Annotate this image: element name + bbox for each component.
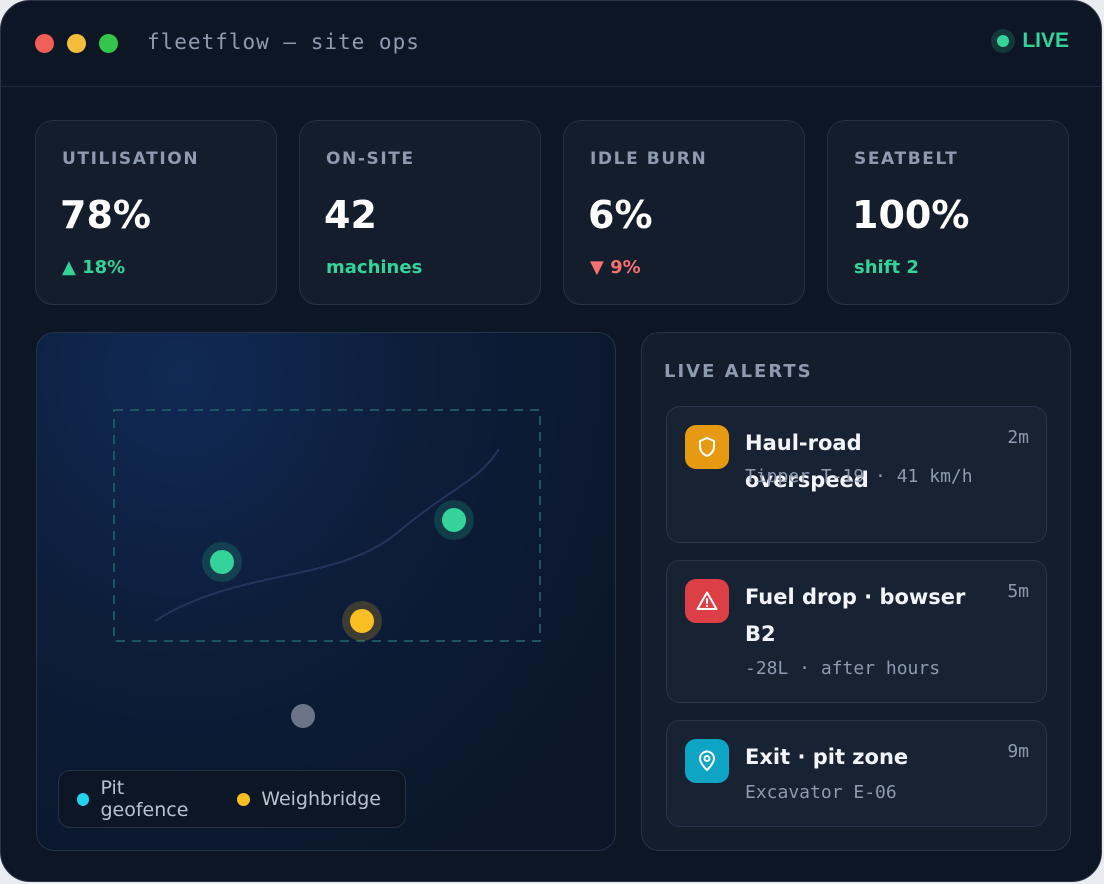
location-pin-icon — [685, 739, 729, 783]
title-bar: fleetflow — site ops LIVE — [1, 1, 1101, 87]
alert-meta: Tipper T-19 · 41 km/h — [745, 466, 973, 487]
alert-title: Fuel drop · bowser B2 — [745, 585, 966, 646]
kpi-label: ON-SITE — [326, 149, 415, 169]
legend-item-weighbridge[interactable]: Weighbridge — [237, 788, 381, 810]
pit-geofence-boundary — [113, 409, 541, 642]
alert-meta: Excavator E-06 — [745, 782, 897, 803]
legend-label: Weighbridge — [261, 788, 381, 810]
kpi-card-on-site[interactable]: ON-SITE 42 machines — [299, 120, 541, 305]
kpi-label: SEATBELT — [854, 149, 959, 169]
live-status-label: LIVE — [1022, 29, 1069, 52]
map-legend: Pit geofence Weighbridge — [58, 770, 406, 828]
site-map[interactable]: Pit geofence Weighbridge — [36, 332, 616, 851]
live-status: LIVE — [997, 29, 1069, 53]
alert-item-pit-exit[interactable]: Exit · pit zone Excavator E-06 9m — [666, 720, 1047, 827]
kpi-subtext: shift 2 — [854, 257, 919, 278]
machine-marker-active-core[interactable] — [442, 508, 466, 532]
kpi-label: UTILISATION — [62, 149, 200, 169]
alert-time: 2m — [1007, 427, 1029, 448]
kpi-label: IDLE BURN — [590, 149, 708, 169]
kpi-card-utilisation[interactable]: UTILISATION 78% ▲ 18% — [35, 120, 277, 305]
alert-item-overspeed[interactable]: Haul-road overspeed Tipper T-19 · 41 km/… — [666, 406, 1047, 543]
kpi-card-idle-burn[interactable]: IDLE BURN 6% ▼ 9% — [563, 120, 805, 305]
minimize-window-button[interactable] — [67, 34, 86, 53]
kpi-trend: ▲ 18% — [62, 257, 126, 278]
kpi-value: 78% — [60, 193, 151, 237]
alert-time: 9m — [1007, 741, 1029, 762]
legend-item-pit-geofence[interactable]: Pit geofence — [77, 777, 213, 821]
warning-icon — [685, 579, 729, 623]
legend-dot-icon — [237, 792, 251, 806]
alert-title: Haul-road overspeed — [745, 431, 869, 492]
alert-meta: -28L · after hours — [745, 658, 941, 679]
maximize-window-button[interactable] — [99, 34, 118, 53]
kpi-subtext: machines — [326, 257, 423, 278]
kpi-trend: ▼ 9% — [590, 257, 641, 278]
live-alerts-panel: LIVE ALERTS Haul-road overspeed Tipper T… — [641, 332, 1071, 851]
alert-title: Exit · pit zone — [745, 745, 909, 769]
legend-dot-icon — [77, 792, 90, 806]
kpi-value: 6% — [588, 193, 653, 237]
kpi-value: 100% — [852, 193, 970, 237]
legend-label: Pit geofence — [100, 777, 189, 821]
machine-marker-active-core[interactable] — [210, 550, 234, 574]
machine-marker-offline[interactable] — [291, 704, 315, 728]
shield-icon — [685, 425, 729, 469]
close-window-button[interactable] — [35, 34, 54, 53]
alert-time: 5m — [1007, 581, 1029, 602]
alerts-panel-title: LIVE ALERTS — [664, 361, 813, 382]
app-title: fleetflow — site ops — [147, 30, 420, 54]
live-indicator-icon — [997, 35, 1010, 47]
alert-item-fuel-drop[interactable]: Fuel drop · bowser B2 -28L · after hours… — [666, 560, 1047, 703]
haul-road-route — [154, 448, 500, 622]
kpi-card-seatbelt[interactable]: SEATBELT 100% shift 2 — [827, 120, 1069, 305]
weighbridge-marker-core[interactable] — [350, 609, 374, 633]
kpi-value: 42 — [324, 193, 377, 237]
